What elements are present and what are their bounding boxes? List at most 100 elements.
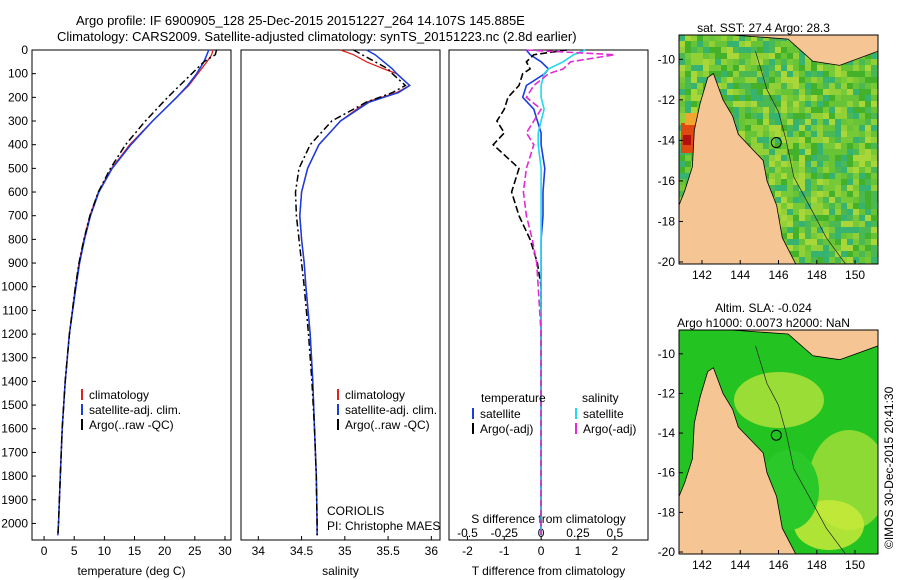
sst-cell [811, 257, 817, 263]
sst-cell [763, 89, 769, 95]
sst-cell [751, 95, 757, 101]
sst-cell [811, 59, 817, 65]
sst-cell [829, 89, 835, 95]
sst-cell [793, 203, 799, 209]
sst-cell [799, 197, 805, 203]
sst-cell [823, 125, 829, 131]
x-axis-label: T difference from climatology [472, 564, 626, 578]
sst-cell [691, 95, 697, 101]
sst-cell [781, 161, 787, 167]
sst-cell [853, 89, 859, 95]
sst-cell [733, 35, 739, 41]
sst-cell [859, 233, 865, 239]
sst-cell [769, 107, 775, 113]
sst-cell [685, 71, 691, 77]
y-tick-label: 1800 [1, 469, 28, 483]
y-tick-label: 1000 [1, 280, 28, 294]
sst-cell [793, 47, 799, 53]
sst-cell [811, 161, 817, 167]
sst-cell [757, 47, 763, 53]
sst-cell [787, 125, 793, 131]
sst-cell [865, 77, 871, 83]
sst-cell [679, 161, 685, 167]
y-tick-label: 0 [21, 43, 28, 57]
sst-cell [829, 95, 835, 101]
sst-cell [829, 239, 835, 245]
sst-cell [733, 107, 739, 113]
sst-cell [799, 113, 805, 119]
sst-cell [865, 251, 871, 257]
sst-cell [841, 113, 847, 119]
sst-cell [727, 101, 733, 107]
sst-cell [805, 65, 811, 71]
sst-cell [871, 245, 877, 251]
sst-cell [727, 53, 733, 59]
x-tick-label: 146 [768, 268, 788, 282]
sst-cell [853, 113, 859, 119]
sst-cell [853, 83, 859, 89]
sst-cell [871, 95, 877, 101]
sst-cell [835, 215, 841, 221]
sst-cell [685, 101, 691, 107]
sst-cell [865, 209, 871, 215]
sst-cell [835, 233, 841, 239]
sst-cell [811, 131, 817, 137]
sst-cell [805, 227, 811, 233]
sst-cell [757, 149, 763, 155]
sst-cell [811, 167, 817, 173]
sst-cell [835, 107, 841, 113]
sst-cell [739, 95, 745, 101]
sst-cell [835, 95, 841, 101]
sst-cell [805, 131, 811, 137]
y-tick-label: -14 [658, 426, 676, 440]
y-tick-label: -14 [658, 133, 676, 147]
sst-cell [715, 59, 721, 65]
y-tick-label: 1400 [1, 374, 28, 388]
sst-cell [853, 143, 859, 149]
sst-cell [721, 71, 727, 77]
sst-cell [685, 107, 691, 113]
sst-cell [829, 101, 835, 107]
sst-cell [727, 77, 733, 83]
sst-cell [871, 167, 877, 173]
sst-cell [817, 113, 823, 119]
sst-cell [823, 191, 829, 197]
sst-cell [709, 53, 715, 59]
sst-cell [829, 83, 835, 89]
sst-cell [787, 71, 793, 77]
sst-cell [823, 65, 829, 71]
sst-cell [829, 233, 835, 239]
sst-cell [793, 125, 799, 131]
sst-cell [853, 119, 859, 125]
sst-cell [841, 83, 847, 89]
sst-cell [829, 245, 835, 251]
sst-cell [853, 59, 859, 65]
sst-cell [799, 59, 805, 65]
sst-cell [829, 197, 835, 203]
top-tick-label: 0.5 [606, 526, 623, 540]
sst-cell [775, 65, 781, 71]
legend-label: Argo(-adj) [583, 422, 636, 436]
sst-cell [787, 47, 793, 53]
sst-cell [865, 149, 871, 155]
x-tick-label: -2 [462, 544, 473, 558]
y-tick-label: -18 [658, 214, 676, 228]
sst-cell [823, 239, 829, 245]
sst-cell [865, 245, 871, 251]
sst-cell [853, 173, 859, 179]
sst-cell [835, 209, 841, 215]
sst-cell [805, 233, 811, 239]
sst-cell [811, 173, 817, 179]
x-tick-label: 150 [845, 558, 865, 572]
sst-cell [793, 185, 799, 191]
sst-cell [793, 83, 799, 89]
sst-cell [823, 203, 829, 209]
sst-cell [859, 59, 865, 65]
sst-cell [769, 101, 775, 107]
sst-cell [871, 83, 877, 89]
x-axis-label: temperature (deg C) [77, 564, 185, 578]
sst-cell [691, 77, 697, 83]
sst-cell [799, 227, 805, 233]
sst-cell [799, 131, 805, 137]
sst-cell [835, 137, 841, 143]
